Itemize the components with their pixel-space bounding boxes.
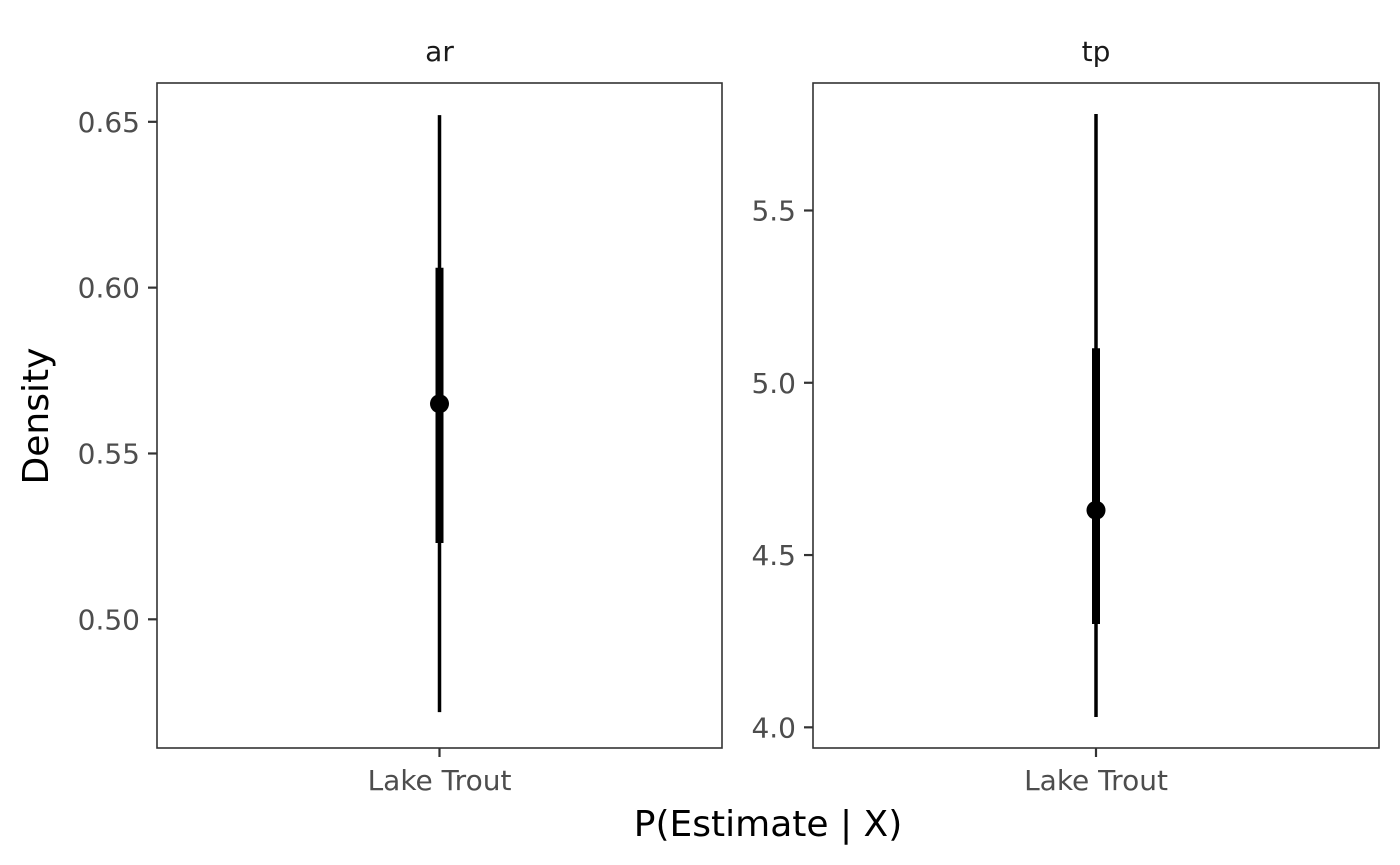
facet-label-tp: tp	[1082, 35, 1111, 68]
x-tick-label: Lake Trout	[368, 764, 512, 797]
y-axis-title: Density	[16, 348, 57, 485]
y-tick-label: 5.5	[751, 194, 796, 227]
y-tick-label: 0.50	[78, 603, 140, 636]
y-tick-label: 0.60	[78, 272, 140, 305]
panel-ar: ar 0.50 0.55 0.60 0.65 Lake Trout	[78, 35, 723, 797]
x-axis-title: P(Estimate | X)	[634, 804, 903, 845]
median-point	[430, 394, 449, 414]
x-tick-label: Lake Trout	[1024, 764, 1168, 797]
facet-label-ar: ar	[425, 35, 454, 68]
y-tick-label: 4.5	[751, 539, 796, 572]
y-tick-label: 5.0	[751, 367, 796, 400]
panel-tp: tp 4.0 4.5 5.0 5.5 Lake Trout	[751, 35, 1380, 797]
y-tick-label: 4.0	[751, 711, 796, 744]
y-tick-label: 0.65	[78, 106, 140, 139]
y-tick-label: 0.55	[78, 437, 140, 470]
median-point	[1086, 500, 1106, 520]
